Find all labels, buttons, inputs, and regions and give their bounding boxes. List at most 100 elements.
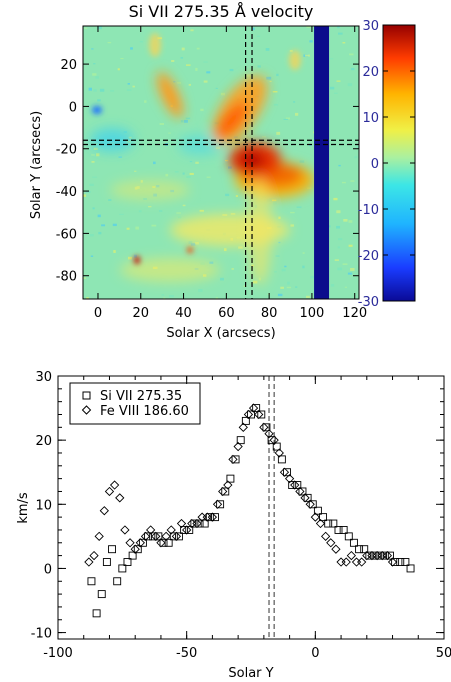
si-vii-point	[375, 551, 384, 560]
si-vii-point	[257, 410, 266, 419]
map-ytick-label: 0	[69, 100, 77, 115]
texture-speck	[306, 295, 310, 298]
texture-speck	[354, 156, 358, 159]
texture-speck	[336, 225, 341, 229]
fe-viii-point	[387, 557, 398, 567]
texture-speck	[128, 256, 132, 260]
si-vii-point	[293, 481, 302, 489]
texture-speck	[338, 32, 343, 35]
texture-speck	[183, 119, 188, 123]
si-vii-point	[102, 558, 111, 566]
texture-speck	[126, 89, 132, 91]
texture-speck	[286, 286, 292, 289]
texture-speck	[344, 286, 347, 288]
si-vii-point	[216, 500, 225, 509]
texture-speck	[336, 210, 341, 214]
texture-speck	[302, 252, 305, 254]
si-vii-point	[190, 519, 199, 528]
texture-speck	[230, 213, 236, 215]
si-vii-point	[355, 545, 364, 554]
texture-speck	[85, 191, 91, 193]
texture-speck	[350, 268, 355, 271]
si-vii-point	[298, 487, 307, 496]
texture-speck	[257, 65, 261, 68]
fe-viii-point	[104, 486, 115, 497]
texture-speck	[273, 201, 277, 205]
texture-speck	[330, 284, 335, 287]
texture-speck	[153, 161, 156, 165]
map-xtick-label: 120	[342, 306, 367, 321]
texture-speck	[338, 238, 343, 241]
texture-speck	[338, 164, 341, 167]
texture-speck	[277, 293, 283, 297]
texture-speck	[159, 123, 165, 126]
texture-speck	[224, 248, 227, 252]
si-vii-point	[108, 545, 116, 554]
texture-speck	[165, 173, 169, 177]
si-vii-point	[324, 519, 333, 528]
fe-viii-point	[274, 448, 284, 458]
texture-speck	[295, 286, 298, 288]
si-vii-point	[380, 551, 389, 560]
texture-speck	[269, 80, 272, 82]
fe-viii-point	[305, 499, 315, 509]
texture-speck	[305, 54, 310, 57]
texture-speck	[84, 27, 88, 29]
texture-speck	[350, 180, 355, 182]
legend-entry-si: Si VII 275.35	[100, 389, 182, 404]
texture-speck	[93, 147, 98, 150]
texture-speck	[334, 259, 339, 261]
texture-speck	[225, 159, 229, 162]
fe-viii-point	[130, 544, 140, 554]
si-vii-point	[329, 519, 338, 528]
texture-speck	[348, 220, 353, 223]
texture-speck	[215, 87, 218, 89]
texture-speck	[198, 289, 203, 292]
si-vii-point	[303, 493, 312, 502]
si-vii-point	[241, 416, 250, 425]
texture-speck	[293, 101, 296, 103]
map-xtick-label: 20	[132, 306, 149, 321]
texture-speck	[206, 71, 211, 74]
fe-viii-point	[166, 525, 176, 535]
fe-viii-point	[259, 422, 269, 432]
map-ylabel: Solar Y (arcsecs)	[29, 111, 44, 219]
velocity-map	[83, 26, 359, 299]
fe-viii-point	[176, 518, 187, 529]
texture-speck	[295, 112, 299, 116]
texture-speck	[161, 294, 165, 296]
texture-speck	[90, 255, 94, 257]
si-vii-point	[231, 455, 240, 464]
fe-viii-point	[233, 441, 243, 452]
fe-viii-point	[238, 422, 248, 432]
texture-speck	[336, 80, 341, 82]
si-vii-point	[123, 558, 132, 566]
si-vii-point	[87, 577, 96, 586]
texture-speck	[189, 161, 193, 163]
map-xtick-label: 80	[261, 306, 278, 321]
colorbar-tick-label: 10	[362, 111, 379, 126]
texture-speck	[278, 241, 281, 244]
texture-speck	[330, 86, 335, 90]
texture-speck	[90, 234, 94, 237]
si-vii-point	[288, 481, 297, 489]
si-vii-point	[396, 558, 405, 566]
texture-speck	[118, 156, 123, 158]
texture-speck	[180, 57, 184, 59]
texture-speck	[285, 117, 290, 120]
scatter-xlabel: Solar Y	[228, 666, 273, 681]
fe-viii-point	[377, 550, 387, 561]
texture-speck	[138, 210, 142, 213]
texture-speck	[209, 261, 214, 264]
si-vii-point	[174, 532, 183, 541]
legend-box	[69, 382, 201, 425]
texture-speck	[92, 176, 98, 178]
texture-speck	[83, 277, 86, 279]
texture-speck	[91, 154, 95, 156]
scatter-ytick-label: 20	[35, 434, 52, 449]
fe-viii-point	[115, 493, 125, 503]
colorbar	[383, 25, 415, 301]
texture-speck	[276, 131, 281, 135]
fe-viii-point	[243, 409, 254, 420]
